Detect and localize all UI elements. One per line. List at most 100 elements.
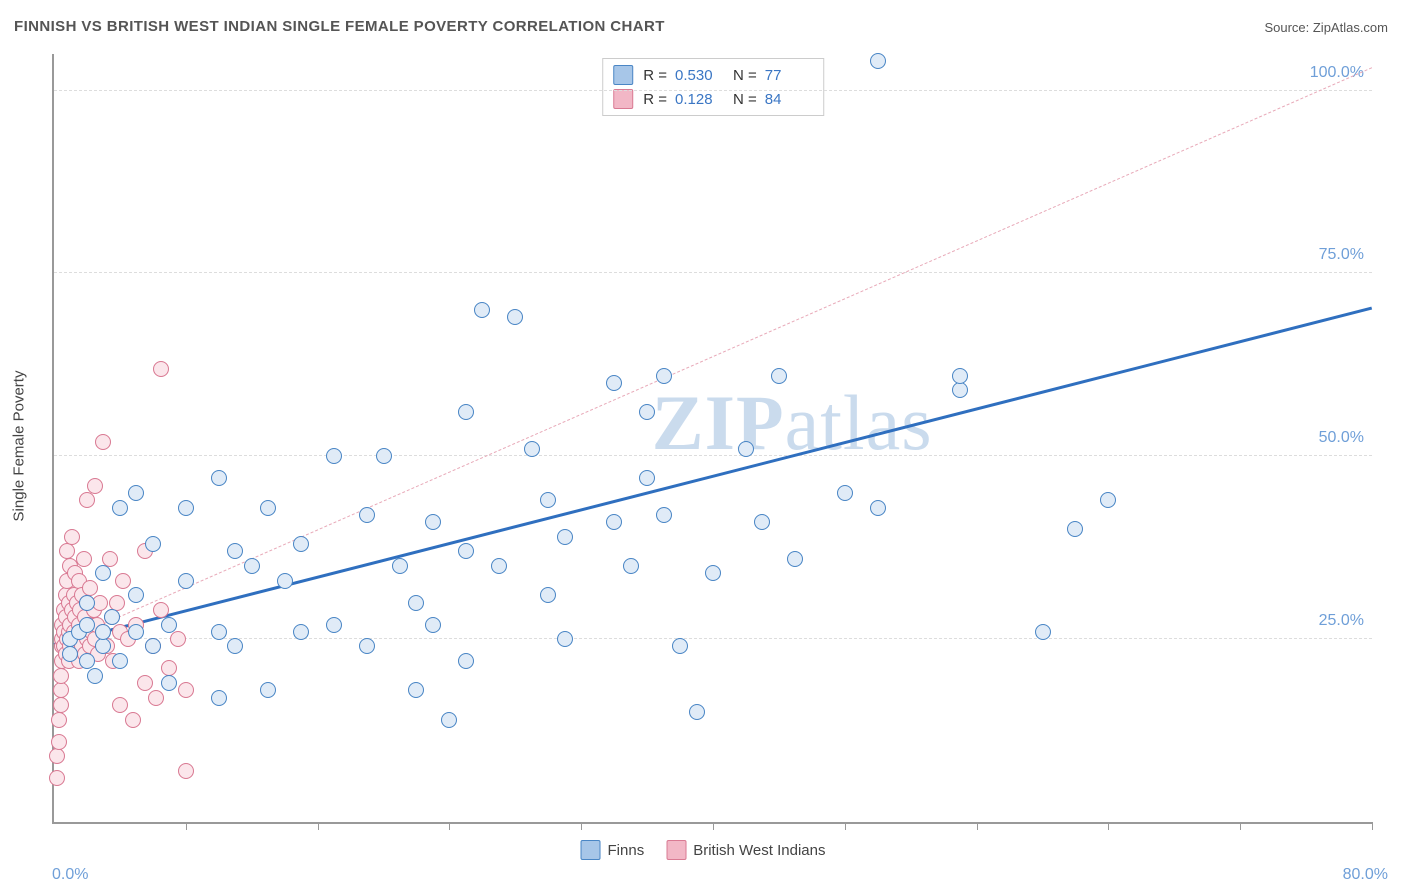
data-point-bwi	[49, 770, 65, 786]
data-point-finns	[128, 587, 144, 603]
data-point-bwi	[76, 551, 92, 567]
data-point-finns	[260, 682, 276, 698]
data-point-finns	[178, 500, 194, 516]
r-label: R =	[643, 67, 667, 84]
data-point-finns	[656, 368, 672, 384]
data-point-finns	[79, 595, 95, 611]
x-tick	[1372, 822, 1373, 830]
data-point-finns	[62, 646, 78, 662]
data-point-finns	[738, 441, 754, 457]
data-point-bwi	[82, 580, 98, 596]
data-point-finns	[458, 543, 474, 559]
data-point-finns	[128, 624, 144, 640]
swatch-bwi	[613, 89, 633, 109]
data-point-finns	[161, 617, 177, 633]
data-point-finns	[408, 595, 424, 611]
data-point-finns	[639, 470, 655, 486]
grid-line	[54, 455, 1372, 456]
legend-stats-row-bwi: R = 0.128 N = 84	[613, 87, 813, 111]
data-point-finns	[623, 558, 639, 574]
data-point-finns	[112, 500, 128, 516]
data-point-finns	[95, 638, 111, 654]
data-point-finns	[425, 514, 441, 530]
x-tick	[449, 822, 450, 830]
data-point-finns	[425, 617, 441, 633]
data-point-finns	[557, 631, 573, 647]
data-point-bwi	[178, 763, 194, 779]
data-point-finns	[870, 53, 886, 69]
data-point-bwi	[53, 682, 69, 698]
data-point-finns	[244, 558, 260, 574]
data-point-bwi	[49, 748, 65, 764]
data-point-finns	[79, 653, 95, 669]
data-point-bwi	[53, 668, 69, 684]
data-point-finns	[474, 302, 490, 318]
data-point-finns	[540, 587, 556, 603]
n-value-bwi: 84	[765, 91, 813, 108]
data-point-finns	[1100, 492, 1116, 508]
data-point-finns	[705, 565, 721, 581]
data-point-bwi	[115, 573, 131, 589]
data-point-bwi	[137, 675, 153, 691]
data-point-bwi	[64, 529, 80, 545]
data-point-finns	[557, 529, 573, 545]
data-point-bwi	[153, 602, 169, 618]
data-point-finns	[441, 712, 457, 728]
data-point-bwi	[170, 631, 186, 647]
data-point-finns	[1067, 521, 1083, 537]
grid-line	[54, 272, 1372, 273]
data-point-bwi	[79, 492, 95, 508]
data-point-finns	[952, 368, 968, 384]
data-point-finns	[359, 638, 375, 654]
chart-title: FINNISH VS BRITISH WEST INDIAN SINGLE FE…	[14, 18, 665, 35]
data-point-finns	[128, 485, 144, 501]
y-tick-label: 50.0%	[1319, 429, 1364, 447]
y-tick-label: 75.0%	[1319, 246, 1364, 264]
x-tick	[1240, 822, 1241, 830]
x-tick	[186, 822, 187, 830]
data-point-finns	[540, 492, 556, 508]
n-label: N =	[733, 67, 757, 84]
legend-stats-box: R = 0.530 N = 77 R = 0.128 N = 84	[602, 58, 824, 116]
data-point-finns	[837, 485, 853, 501]
data-point-finns	[161, 675, 177, 691]
data-point-finns	[277, 573, 293, 589]
legend-item-finns: Finns	[581, 840, 645, 860]
data-point-finns	[689, 704, 705, 720]
data-point-finns	[408, 682, 424, 698]
data-point-finns	[952, 382, 968, 398]
data-point-finns	[754, 514, 770, 530]
data-point-finns	[1035, 624, 1051, 640]
legend-series: Finns British West Indians	[581, 840, 826, 860]
data-point-bwi	[59, 543, 75, 559]
r-value-finns: 0.530	[675, 67, 723, 84]
data-point-finns	[293, 536, 309, 552]
data-point-bwi	[161, 660, 177, 676]
data-point-finns	[326, 617, 342, 633]
data-point-finns	[672, 638, 688, 654]
x-tick	[845, 822, 846, 830]
x-axis-min-label: 0.0%	[52, 866, 88, 884]
legend-label-finns: Finns	[608, 842, 645, 859]
data-point-finns	[145, 536, 161, 552]
data-point-bwi	[112, 697, 128, 713]
legend-stats-row-finns: R = 0.530 N = 77	[613, 63, 813, 87]
data-point-finns	[787, 551, 803, 567]
data-point-finns	[870, 500, 886, 516]
data-point-bwi	[102, 551, 118, 567]
data-point-finns	[95, 624, 111, 640]
data-point-finns	[606, 375, 622, 391]
data-point-finns	[227, 543, 243, 559]
data-point-finns	[145, 638, 161, 654]
data-point-finns	[293, 624, 309, 640]
data-point-finns	[458, 404, 474, 420]
grid-line	[54, 90, 1372, 91]
data-point-bwi	[125, 712, 141, 728]
data-point-finns	[260, 500, 276, 516]
data-point-bwi	[53, 697, 69, 713]
data-point-finns	[376, 448, 392, 464]
data-point-finns	[326, 448, 342, 464]
data-point-finns	[112, 653, 128, 669]
data-point-finns	[87, 668, 103, 684]
data-point-finns	[771, 368, 787, 384]
